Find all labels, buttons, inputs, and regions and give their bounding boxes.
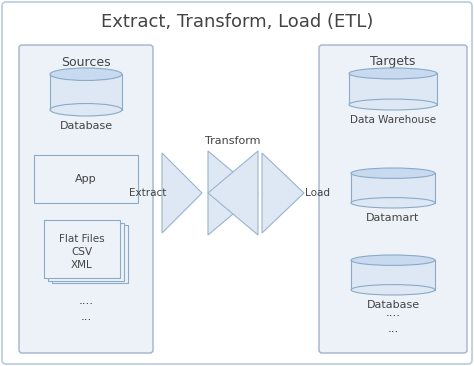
- Text: ...: ...: [81, 310, 91, 322]
- Text: ...: ...: [387, 322, 399, 336]
- Ellipse shape: [351, 255, 435, 265]
- Ellipse shape: [349, 68, 437, 79]
- Text: Database: Database: [366, 300, 419, 310]
- Text: Flat Files
CSV
XML: Flat Files CSV XML: [59, 234, 105, 270]
- Ellipse shape: [50, 68, 122, 81]
- Polygon shape: [208, 151, 258, 235]
- Text: Data Warehouse: Data Warehouse: [350, 115, 436, 125]
- Polygon shape: [162, 153, 202, 233]
- Ellipse shape: [349, 99, 437, 110]
- Polygon shape: [50, 74, 122, 110]
- Ellipse shape: [50, 104, 122, 116]
- Text: Sources: Sources: [61, 56, 111, 68]
- FancyBboxPatch shape: [34, 155, 138, 203]
- Polygon shape: [349, 74, 437, 105]
- Polygon shape: [208, 151, 258, 235]
- Text: ....: ....: [385, 306, 401, 320]
- Text: Targets: Targets: [370, 56, 416, 68]
- FancyBboxPatch shape: [52, 225, 128, 283]
- Text: Datamart: Datamart: [366, 213, 419, 223]
- FancyBboxPatch shape: [48, 223, 124, 281]
- Text: Extract: Extract: [129, 188, 167, 198]
- FancyBboxPatch shape: [44, 220, 120, 278]
- FancyBboxPatch shape: [319, 45, 467, 353]
- Polygon shape: [262, 153, 304, 233]
- Ellipse shape: [351, 285, 435, 295]
- Text: ....: ....: [79, 294, 93, 306]
- Text: Database: Database: [59, 121, 112, 131]
- Text: App: App: [75, 174, 97, 184]
- Text: Extract, Transform, Load (ETL): Extract, Transform, Load (ETL): [101, 13, 373, 31]
- Ellipse shape: [351, 168, 435, 178]
- Polygon shape: [351, 173, 435, 203]
- Text: Load: Load: [306, 188, 330, 198]
- FancyBboxPatch shape: [19, 45, 153, 353]
- Polygon shape: [351, 260, 435, 290]
- Text: Transform: Transform: [205, 136, 261, 146]
- Ellipse shape: [351, 198, 435, 208]
